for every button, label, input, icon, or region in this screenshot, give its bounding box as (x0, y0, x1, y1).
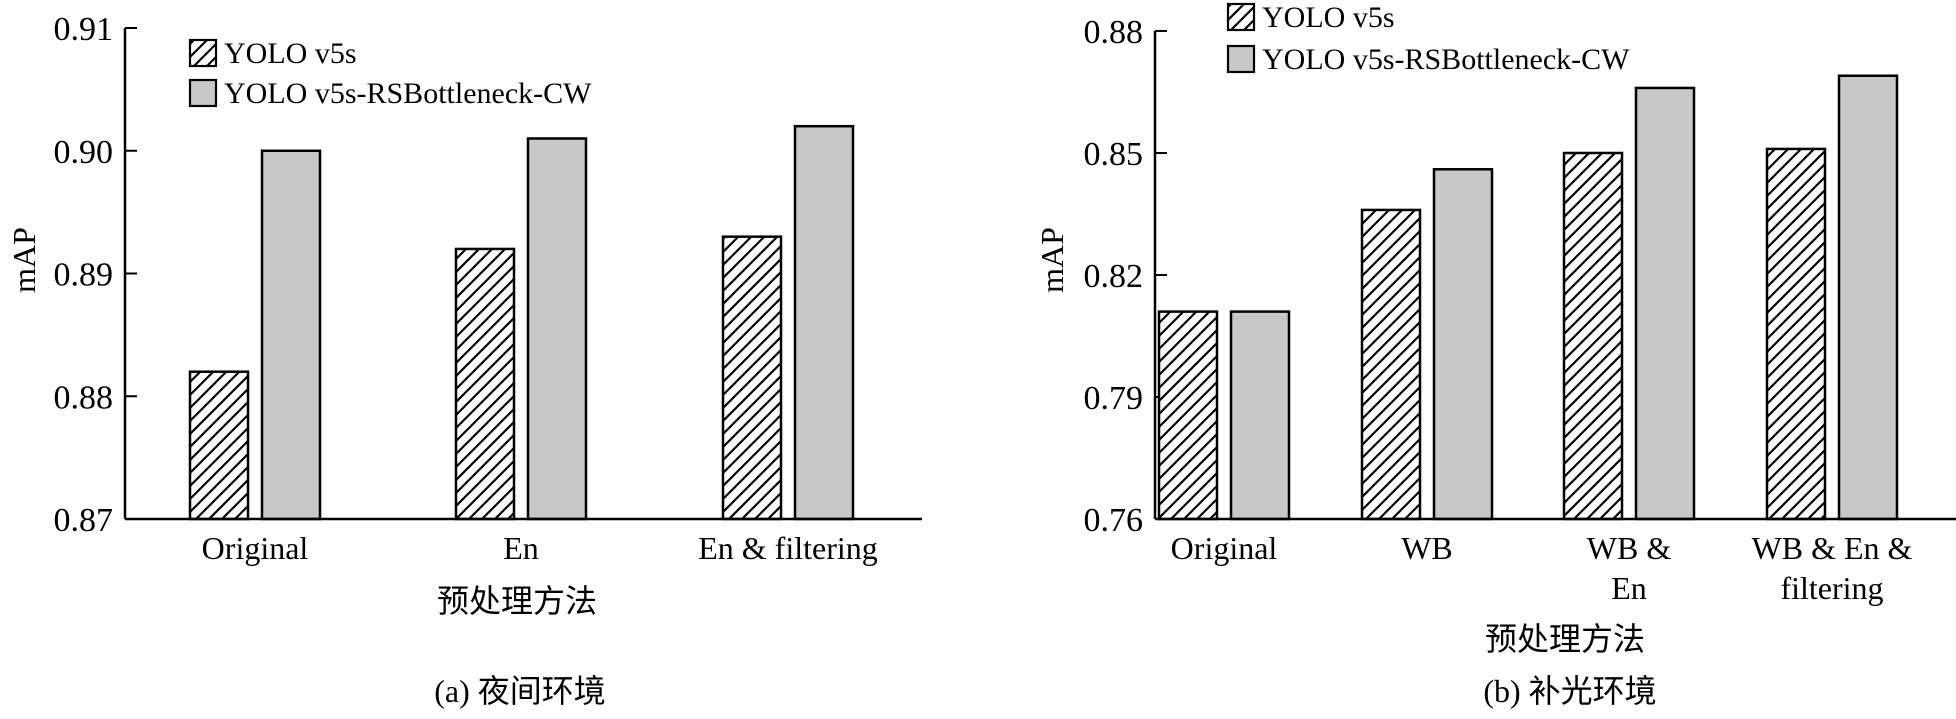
chart-b-ytick-label: 0.85 (1084, 136, 1144, 173)
chart-b-bar-1-3 (1837, 74, 1899, 521)
chart-a-category-label: Original (202, 530, 309, 566)
chart-b-category-label: WB & En & (1752, 530, 1913, 566)
chart-b-bar-1-1 (1432, 168, 1494, 521)
chart-a-legend: YOLO v5s YOLO v5s-RSBottleneck-CW (188, 37, 592, 110)
chart-a-bar-0-2 (721, 235, 783, 521)
legend-b-label-1: YOLO v5s-RSBottleneck-CW (1262, 43, 1630, 76)
chart-b-bar-0-3 (1765, 147, 1827, 521)
legend-b-swatch-1 (1226, 44, 1256, 74)
chart-a-category-label: En (503, 530, 539, 566)
chart-b-bar-0-0 (1157, 310, 1219, 521)
legend-a-swatch-0 (188, 38, 218, 68)
chart-a-bar-1-0 (260, 149, 322, 521)
chart-a-bar-0-0 (188, 370, 250, 521)
chart-b-ylabel: mAP (1034, 227, 1070, 293)
chart-a-caption: (a) 夜间环境 (434, 673, 606, 709)
chart-b-category-label: WB (1401, 530, 1453, 566)
chart-b-plot: 0.76 0.79 0.82 0.85 0.88 Original WB WB & En WB &… (1084, 14, 1956, 606)
chart-a-bar-0-1 (454, 247, 516, 521)
legend-a-label-0: YOLO v5s (224, 37, 357, 70)
chart-b-category-label: En (1611, 570, 1647, 606)
chart-a-ytick-label: 0.89 (54, 257, 114, 294)
chart-a-xlabel: 预处理方法 (437, 583, 597, 619)
legend-a-swatch-1 (188, 78, 218, 108)
chart-b-category-label: filtering (1780, 570, 1883, 606)
chart-b-bar-1-0 (1229, 310, 1291, 521)
chart-panel-a: 0.87 0.88 0.89 0.90 0.91 Original En En & filte… (6, 11, 922, 709)
chart-b-category-label: Original (1171, 530, 1278, 566)
chart-a-ytick-label: 0.87 (54, 502, 114, 539)
chart-panel-b: 0.76 0.79 0.82 0.85 0.88 Original WB WB & En WB &… (1034, 1, 1956, 709)
chart-a-ytick-label: 0.90 (54, 134, 114, 171)
chart-b-ytick-label: 0.82 (1084, 258, 1144, 295)
chart-a-category-label: En & filtering (698, 530, 878, 566)
chart-b-xlabel: 预处理方法 (1485, 621, 1645, 657)
legend-b-label-0: YOLO v5s (1262, 1, 1395, 34)
chart-b-bar-1-2 (1634, 86, 1696, 521)
chart-b-legend: YOLO v5s YOLO v5s-RSBottleneck-CW (1226, 1, 1630, 76)
chart-a-ytick-label: 0.91 (54, 11, 114, 48)
chart-b-ytick-label: 0.79 (1084, 380, 1144, 417)
chart-a-plot: 0.87 0.88 0.89 0.90 0.91 Original En En & filte… (54, 11, 922, 566)
chart-b-category-label: WB & (1587, 530, 1672, 566)
chart-b-ytick-label: 0.88 (1084, 14, 1144, 51)
chart-b-ytick-label: 0.76 (1084, 502, 1144, 539)
legend-a-label-1: YOLO v5s-RSBottleneck-CW (224, 77, 592, 110)
chart-a-bar-1-2 (793, 124, 855, 521)
chart-b-bar-0-1 (1360, 208, 1422, 521)
legend-b-swatch-0 (1226, 2, 1256, 32)
chart-a-ytick-label: 0.88 (54, 379, 114, 416)
chart-a-bar-1-1 (526, 137, 588, 521)
chart-b-bar-0-2 (1562, 151, 1624, 521)
chart-b-caption: (b) 补光环境 (1483, 673, 1656, 709)
chart-a-ylabel: mAP (6, 227, 42, 293)
